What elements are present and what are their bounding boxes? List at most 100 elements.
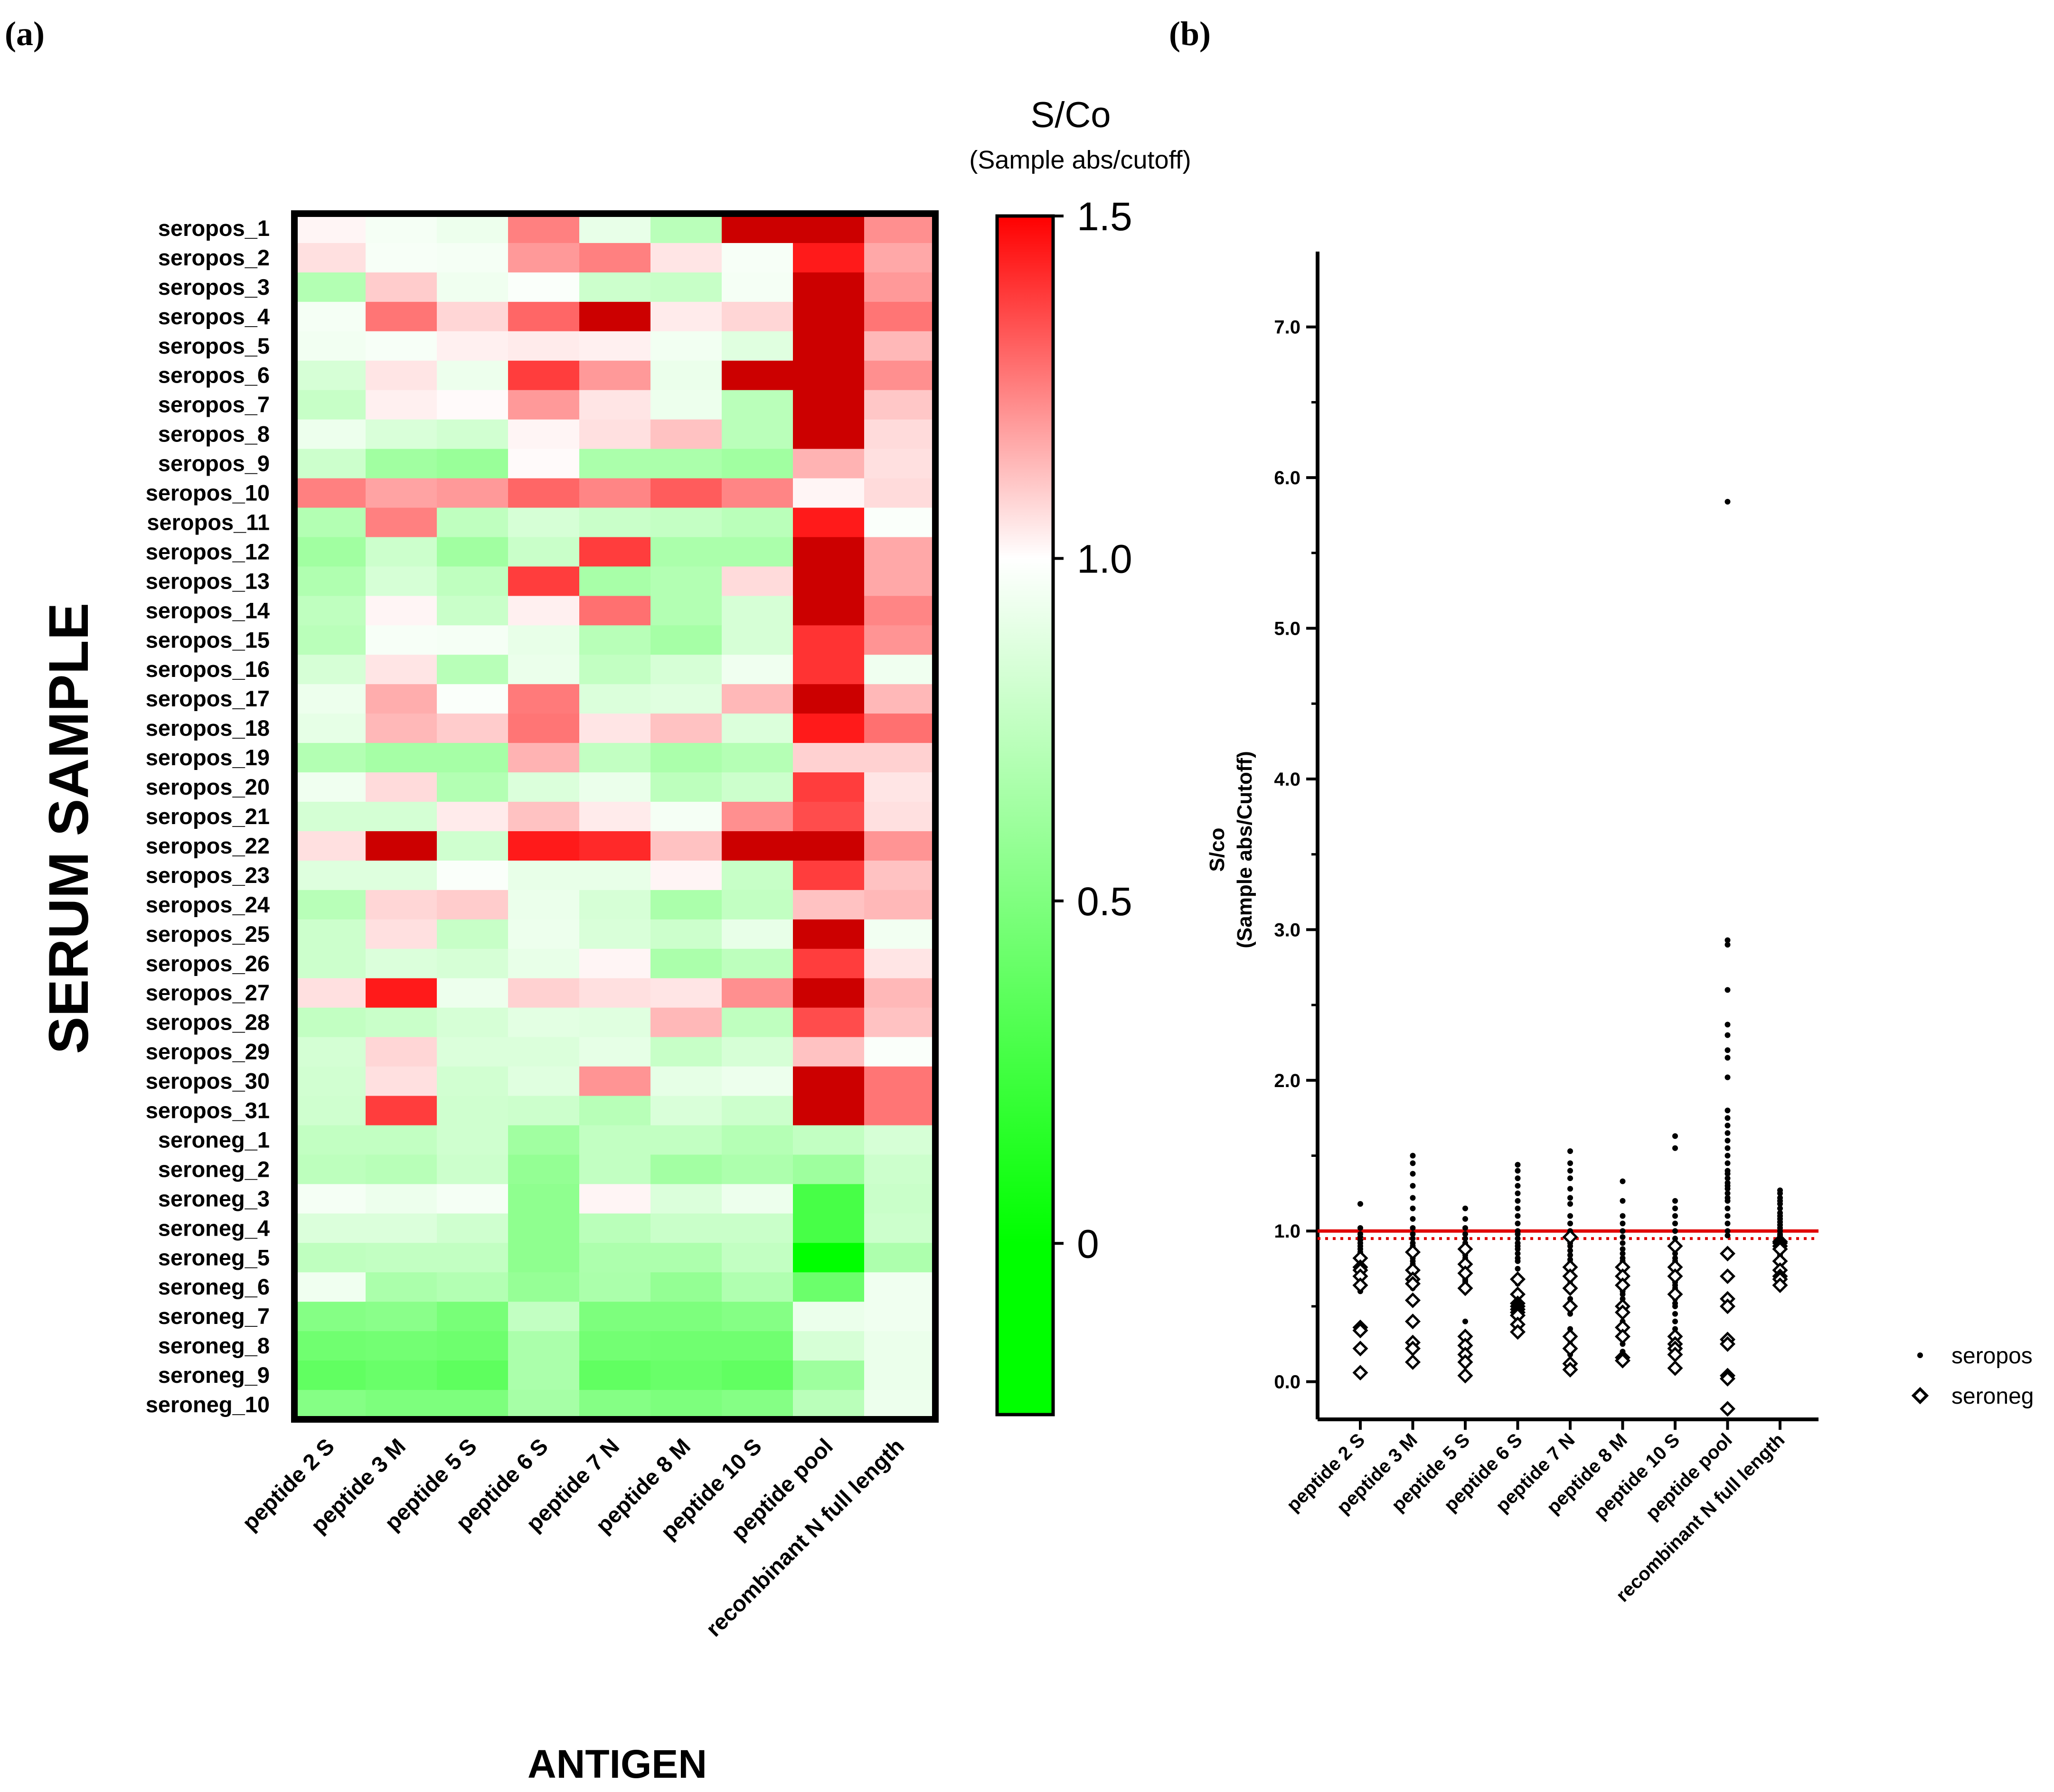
- seropos-point: [1724, 1205, 1731, 1211]
- heatmap-cell: [508, 1066, 580, 1097]
- heatmap-cell: [579, 331, 651, 361]
- heatmap-cell: [650, 772, 722, 802]
- heatmap-cell: [722, 743, 793, 773]
- heatmap-cell: [722, 390, 793, 420]
- heatmap-cell: [722, 419, 793, 450]
- heatmap-cell: [579, 243, 651, 273]
- heatmap-panel: seropos_1 seropos_2 seropos_3 seropos_4sero…: [38, 95, 1191, 1786]
- heatmap-cell: [793, 1243, 865, 1273]
- seropos-point: [1620, 1213, 1626, 1219]
- heatmap-cell: [793, 1007, 865, 1038]
- heatmap-cell: [722, 1037, 793, 1067]
- seropos-point: [1620, 1240, 1626, 1246]
- heatmap-row-label: seropos_18: [146, 715, 270, 741]
- colorbar-subtitle: (Sample abs/cutoff): [969, 146, 1191, 174]
- heatmap-row-label: seropos_11: [147, 510, 270, 535]
- seropos-point: [1620, 1291, 1626, 1297]
- seroneg-point: [1457, 1241, 1473, 1257]
- seropos-point: [1724, 1145, 1731, 1151]
- seropos-point: [1410, 1225, 1416, 1231]
- heatmap-cell: [294, 743, 366, 773]
- heatmap-cell: [650, 1184, 722, 1214]
- seropos-point: [1567, 1148, 1573, 1154]
- heatmap-cell: [864, 684, 936, 714]
- heatmap-cell: [294, 419, 366, 450]
- heatmap-cell: [366, 948, 437, 979]
- heatmap-cell: [579, 390, 651, 420]
- heatmap-cell: [437, 1154, 509, 1184]
- heatmap-cell: [366, 1331, 437, 1361]
- heatmap-cell: [579, 948, 651, 979]
- heatmap-row-label: seropos_6: [158, 363, 270, 388]
- seropos-point: [1724, 1190, 1731, 1196]
- heatmap-cell: [579, 713, 651, 743]
- seropos-point: [1515, 1246, 1521, 1252]
- heatmap-row-labels: seropos_1 seropos_2 seropos_3 seropos_4sero…: [146, 216, 270, 1417]
- heatmap-cell: [793, 1184, 865, 1214]
- seroneg-point: [1404, 1244, 1421, 1260]
- seropos-point: [1672, 1198, 1678, 1204]
- heatmap-cell: [294, 1154, 366, 1184]
- heatmap-cell: [437, 478, 509, 508]
- legend-seroneg-label: seroneg: [1951, 1384, 2034, 1409]
- seroneg-point: [1562, 1280, 1578, 1296]
- heatmap-cell: [650, 1007, 722, 1038]
- heatmap-cell: [508, 1213, 580, 1243]
- seroneg-point: [1667, 1286, 1683, 1303]
- seroneg-point: [1667, 1268, 1683, 1285]
- heatmap-cell: [366, 419, 437, 450]
- heatmap-cell: [793, 214, 865, 244]
- seroneg-point: [1457, 1265, 1473, 1281]
- heatmap-row-label: seropos_12: [146, 539, 270, 564]
- heatmap-cell: [437, 772, 509, 802]
- heatmap-cell: [579, 301, 651, 332]
- seropos-point: [1672, 1133, 1678, 1139]
- scatter-y-tick-label: 3.0: [1274, 919, 1300, 940]
- heatmap-cell: [722, 272, 793, 302]
- seroneg-point: [1614, 1352, 1631, 1369]
- heatmap-cell: [864, 1243, 936, 1273]
- heatmap-cell: [294, 1066, 366, 1097]
- heatmap-cell: [437, 1007, 509, 1038]
- scatter-y-tick-label: 2.0: [1274, 1070, 1300, 1091]
- heatmap-cell: [508, 978, 580, 1008]
- heatmap-cell: [366, 596, 437, 626]
- heatmap-cell: [793, 243, 865, 273]
- heatmap-cell: [579, 1037, 651, 1067]
- heatmap-cell: [650, 890, 722, 920]
- seropos-point: [1724, 1171, 1731, 1177]
- heatmap-cell: [508, 301, 580, 332]
- heatmap-cell: [366, 566, 437, 596]
- panel-label-b: (b): [1169, 15, 1211, 53]
- heatmap-cell: [366, 360, 437, 391]
- heatmap-cell: [294, 243, 366, 273]
- heatmap-cell: [508, 1331, 580, 1361]
- heatmap-cell: [366, 301, 437, 332]
- heatmap-row-label: seropos_30: [146, 1069, 270, 1094]
- heatmap-cell: [793, 978, 865, 1008]
- heatmap-cell: [366, 390, 437, 420]
- heatmap-cell: [579, 1125, 651, 1155]
- heatmap-cell: [864, 978, 936, 1008]
- heatmap-cell: [722, 684, 793, 714]
- heatmap-cell: [437, 243, 509, 273]
- heatmap-cell: [650, 1037, 722, 1067]
- heatmap-cell: [722, 537, 793, 567]
- heatmap-cell: [579, 1066, 651, 1097]
- heatmap-cell: [294, 1125, 366, 1155]
- heatmap-cell: [793, 1272, 865, 1302]
- seroneg-point: [1719, 1401, 1736, 1417]
- heatmap-cell: [650, 272, 722, 302]
- heatmap-cell: [650, 655, 722, 685]
- heatmap-cell: [722, 214, 793, 244]
- seroneg-point: [1352, 1323, 1368, 1339]
- scatter-y-axis-subtitle: (Sample abs/Cutoff): [1233, 751, 1256, 948]
- heatmap-cell: [508, 802, 580, 832]
- heatmap-cell: [437, 948, 509, 979]
- heatmap-cell: [366, 272, 437, 302]
- heatmap-cell: [864, 1154, 936, 1184]
- heatmap-cell: [793, 684, 865, 714]
- heatmap-cell: [366, 1302, 437, 1332]
- seropos-point: [1515, 1231, 1521, 1237]
